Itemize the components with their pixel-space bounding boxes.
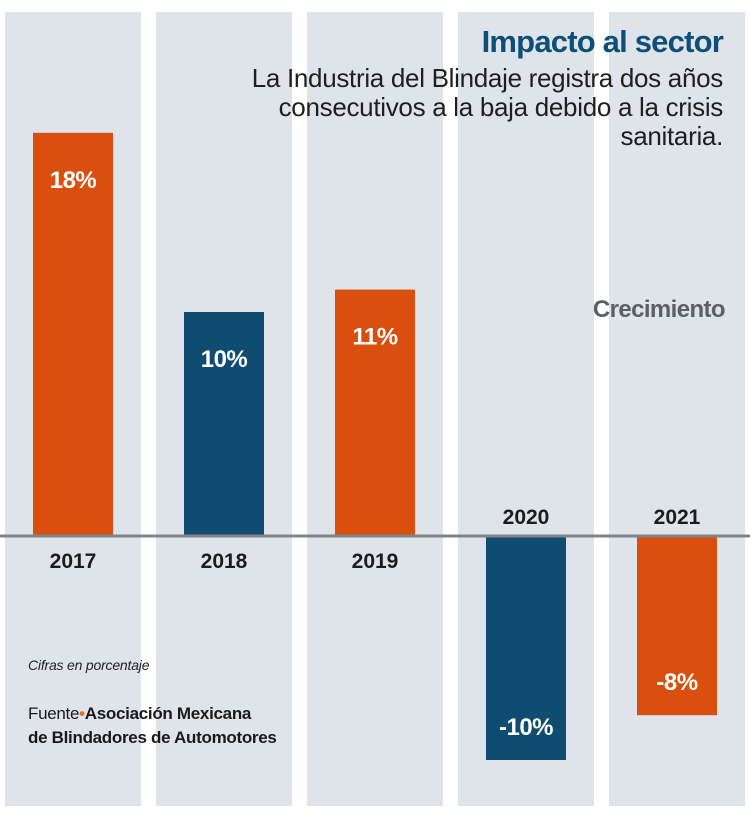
- chart-subtitle: La Industria del Blindaje registra dos a…: [251, 63, 724, 151]
- series-label: Crecimiento: [592, 296, 726, 323]
- value-label-2021: -8%: [656, 669, 697, 696]
- bar-2020: [486, 536, 566, 760]
- bar-2017: [33, 132, 113, 537]
- source-credit: Fuente•Asociación Mexicana de Blindadores…: [28, 702, 277, 750]
- value-label-2018: 10%: [201, 346, 248, 373]
- bar-2021: [637, 536, 717, 716]
- value-label-2017: 18%: [50, 167, 97, 194]
- category-label-2019: 2019: [352, 550, 399, 573]
- value-label-2020: -10%: [499, 714, 553, 741]
- category-label-2020: 2020: [503, 506, 550, 529]
- category-label-2018: 2018: [201, 550, 248, 573]
- bar-2018: [184, 312, 264, 536]
- category-label-2021: 2021: [654, 506, 701, 529]
- chart-title: Impacto al sector: [481, 24, 724, 59]
- source-prefix: Fuente: [28, 704, 80, 723]
- labels: 18% 2017 10% 2018 11% 2019 -10% 2020 -8% 2021: [50, 167, 701, 741]
- bar-2019: [335, 289, 415, 536]
- source-org-line1: Asociación Mexicana: [84, 704, 252, 723]
- units-note: Cifras en porcentaje: [28, 657, 150, 673]
- category-label-2017: 2017: [50, 550, 97, 573]
- bars: [33, 132, 717, 760]
- source-org-line2: de Blindadores de Automotores: [28, 728, 277, 747]
- value-label-2019: 11%: [352, 324, 397, 351]
- source-separator: •: [79, 704, 85, 723]
